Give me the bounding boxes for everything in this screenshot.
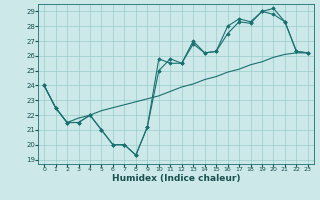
X-axis label: Humidex (Indice chaleur): Humidex (Indice chaleur) <box>112 174 240 183</box>
